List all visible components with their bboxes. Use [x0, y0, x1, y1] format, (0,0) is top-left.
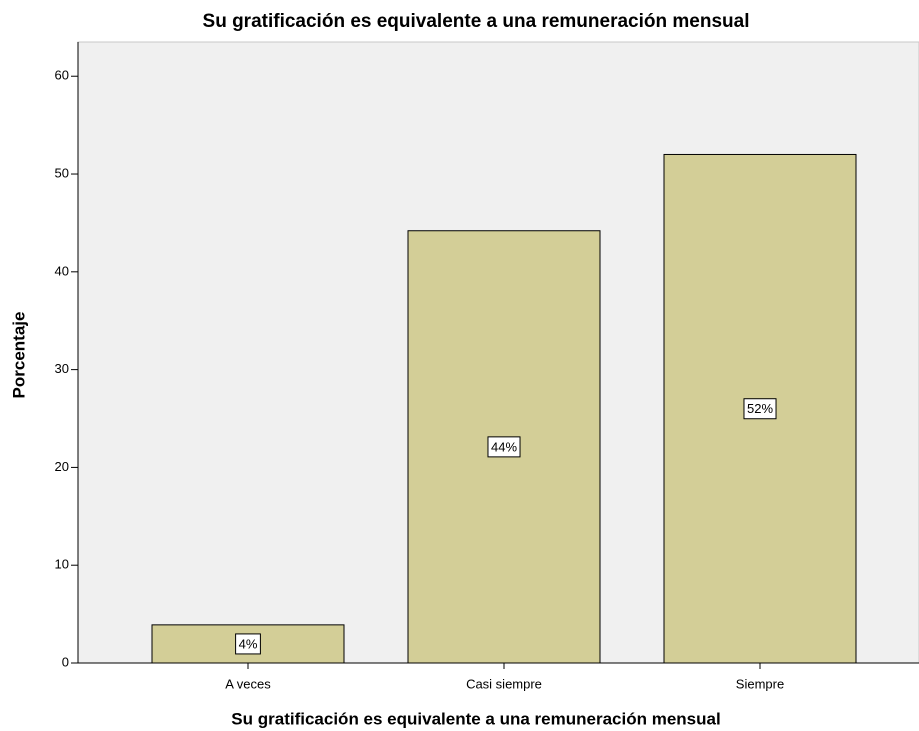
value-label-box [235, 633, 261, 655]
value-label: 52% [747, 401, 773, 416]
y-tick-label: 60 [55, 68, 69, 83]
value-label-box [487, 436, 521, 458]
y-tick-label: 20 [55, 459, 69, 474]
x-tick-label: A veces [225, 676, 271, 691]
x-tick-label: Siempre [736, 676, 784, 691]
value-label: 4% [239, 636, 258, 651]
y-tick-label: 30 [55, 361, 69, 376]
chart-title: Su gratificación es equivalente a una re… [203, 11, 750, 32]
value-label-box [743, 398, 777, 420]
x-tick-label: Casi siempre [466, 676, 542, 691]
y-tick-label: 40 [55, 263, 69, 278]
y-tick-label: 10 [55, 557, 69, 572]
y-tick-label: 0 [62, 654, 69, 669]
x-axis-label: Su gratificación es equivalente a una re… [231, 709, 720, 728]
y-axis-label: Porcentaje [9, 312, 28, 399]
value-label: 44% [491, 439, 517, 454]
y-tick-label: 50 [55, 165, 69, 180]
